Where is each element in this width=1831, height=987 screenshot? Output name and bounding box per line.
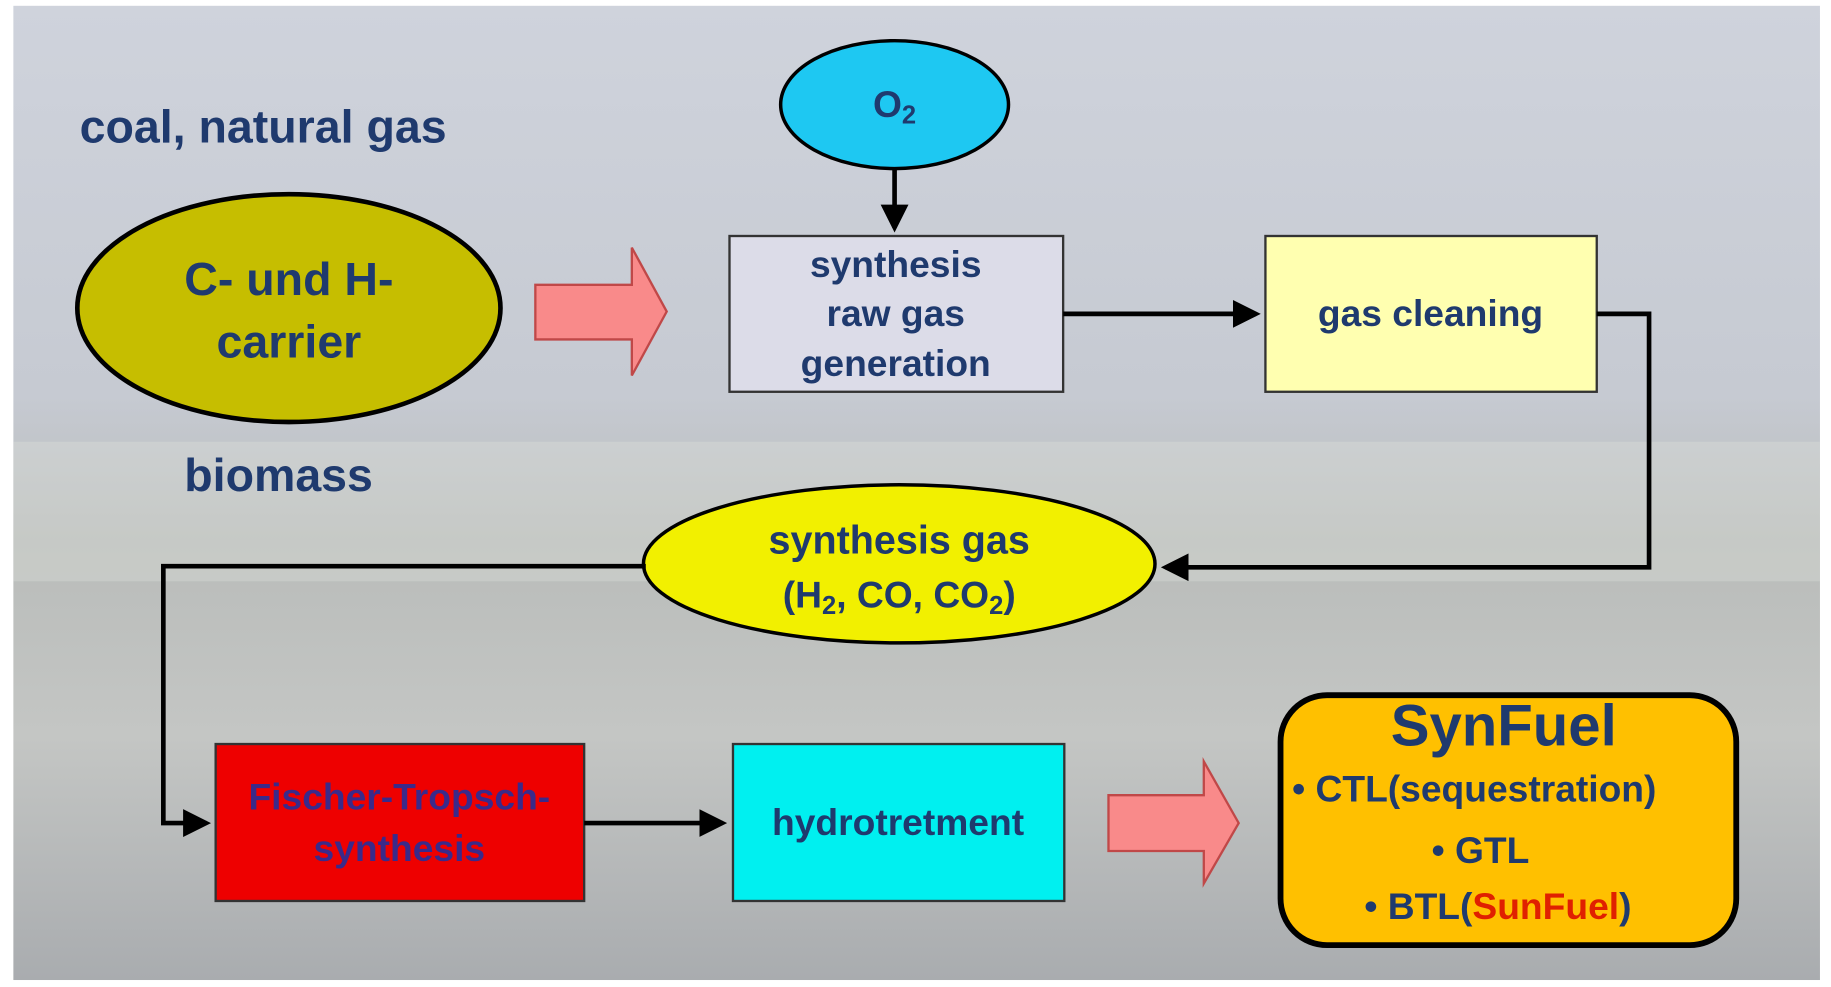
subscript: 2 [822, 592, 836, 620]
fischer-node [216, 744, 585, 901]
label: coal, natural gas [80, 100, 447, 152]
node-label: C- und H- [184, 253, 393, 305]
text: • BTL( [1364, 885, 1473, 927]
node-label: raw gas [826, 292, 965, 334]
node-title: SynFuel [1391, 693, 1617, 758]
subscript: 2 [989, 592, 1003, 620]
node-label: gas cleaning [1318, 292, 1543, 334]
node-label: synthesis [810, 243, 982, 285]
diagram: coal, natural gas biomass C- und H- carr… [0, 0, 1831, 987]
node-label: synthesis [314, 827, 486, 869]
list-item: • CTL(sequestration) [1292, 768, 1656, 810]
list-item: • BTL(SunFuel) [1364, 885, 1631, 927]
list-item: • GTL [1432, 829, 1530, 871]
highlight: SunFuel [1472, 885, 1619, 927]
syngas-node [643, 485, 1155, 643]
node-label: Fischer-Tropsch- [248, 776, 550, 818]
carrier-node [77, 194, 500, 422]
node-label: generation [801, 342, 991, 384]
node-label: synthesis gas [769, 518, 1030, 562]
text: ) [1003, 573, 1015, 615]
node-label: carrier [216, 316, 361, 368]
page: coal, natural gas biomass C- und H- carr… [0, 0, 1831, 987]
text: (H [783, 573, 822, 615]
text: O [873, 83, 902, 125]
node-label: (H2, CO, CO2) [783, 573, 1016, 619]
label: biomass [184, 449, 373, 501]
text: ) [1619, 885, 1631, 927]
text: , CO, CO [836, 573, 989, 615]
subscript: 2 [902, 101, 916, 129]
node-label: hydrotretment [772, 801, 1024, 843]
